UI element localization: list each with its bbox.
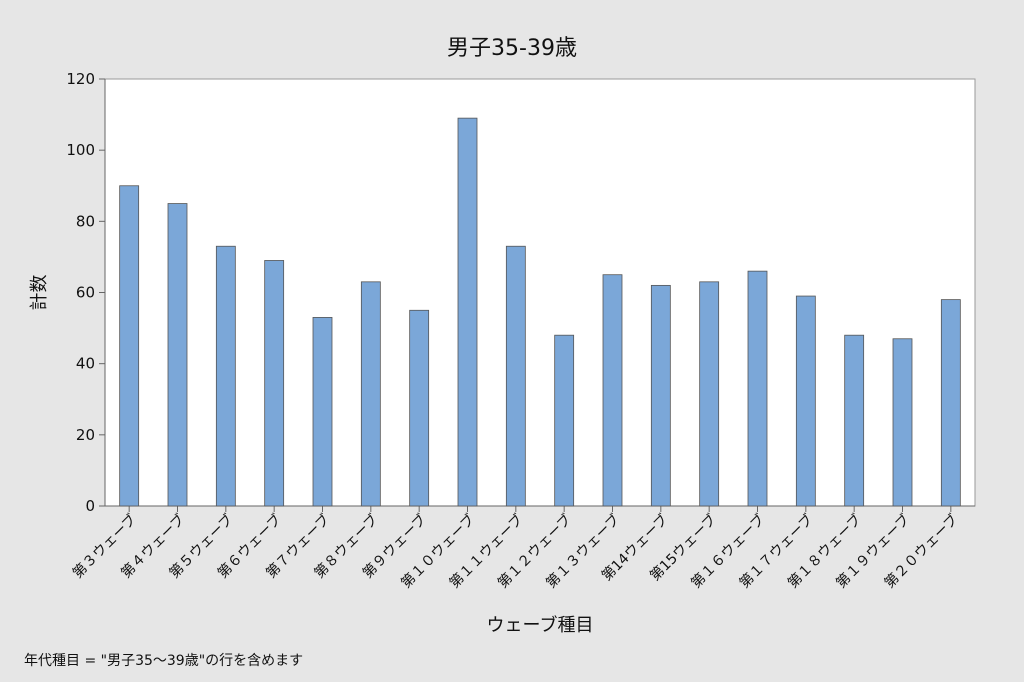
y-tick-label: 100 (66, 141, 95, 159)
bar (167, 203, 188, 507)
y-tick-label: 0 (85, 497, 95, 515)
bar (699, 281, 720, 507)
bar (892, 338, 913, 507)
bar (360, 281, 381, 507)
plot-area (104, 78, 976, 507)
bar (554, 334, 575, 507)
x-axis-label: ウェーブ種目 (487, 614, 594, 636)
y-tick-label: 40 (76, 355, 95, 373)
bar (264, 260, 285, 507)
bars (119, 117, 961, 507)
chart-title: 男子35-39歳 (447, 36, 577, 61)
bar (119, 185, 140, 507)
bar (795, 295, 816, 507)
footnote: 年代種目 = "男子35～39歳"の行を含めます (24, 653, 304, 669)
bar (215, 245, 236, 507)
bar (409, 309, 430, 507)
bar (312, 317, 333, 507)
y-tick-label: 60 (76, 284, 95, 302)
y-axis: 0 20 40 60 80 100 120 (66, 70, 106, 515)
bar (650, 284, 671, 507)
bar (940, 299, 961, 507)
y-tick-label: 80 (76, 212, 95, 230)
bar (457, 117, 478, 507)
bar (747, 270, 768, 507)
x-axis: 第３ウェーブ第４ウェーブ第５ウェーブ第６ウェーブ第７ウェーブ第８ウェーブ第９ウェ… (69, 505, 975, 592)
y-tick-label: 20 (76, 426, 95, 444)
y-axis-label: 計数 (29, 275, 50, 311)
bar (602, 274, 623, 507)
bar (505, 245, 526, 507)
y-tick-label: 120 (66, 70, 95, 88)
bar (844, 334, 865, 507)
